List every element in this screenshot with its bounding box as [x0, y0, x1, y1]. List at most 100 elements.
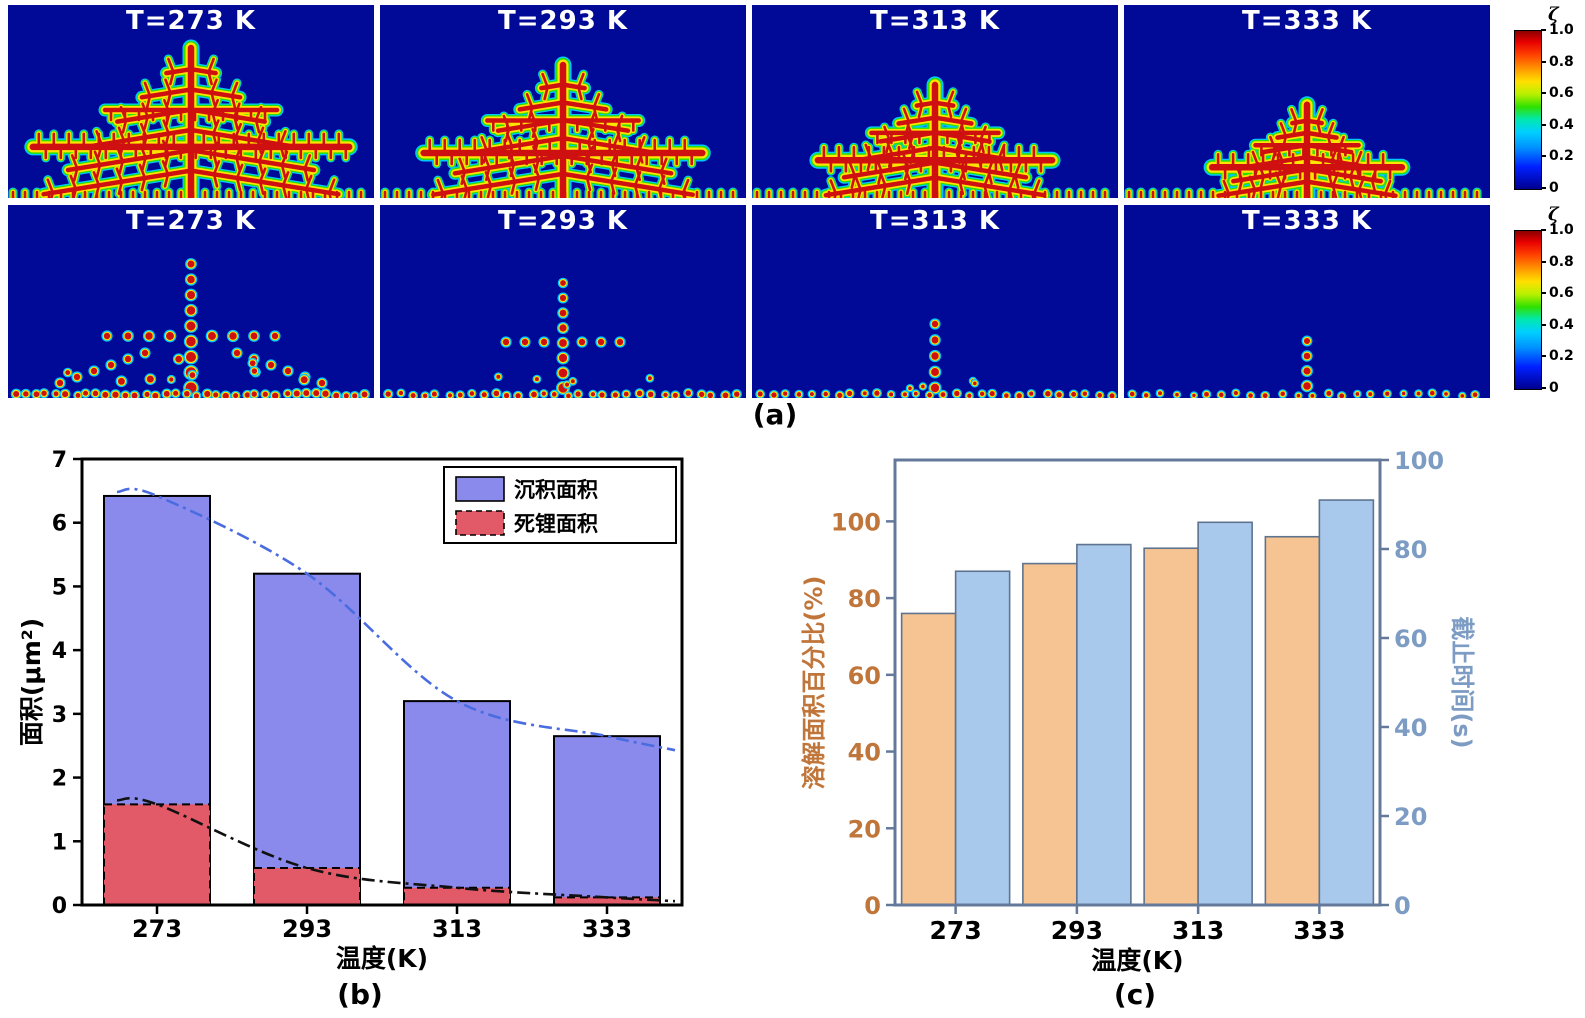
y-tick-label: 6 [52, 512, 67, 537]
dendrite-graphic [8, 5, 374, 198]
colorbar-tick: 0.4 [1541, 117, 1574, 133]
trend-line-series0 [116, 487, 676, 752]
legend-swatch [455, 510, 505, 536]
x-tick-label: 273 [132, 915, 182, 943]
x-tick-label: 333 [1293, 916, 1345, 945]
colorbar-tick: 0.8 [1541, 54, 1574, 70]
y-axis-title: 面积(μm²) [20, 618, 46, 746]
left-y-tick-label: 0 [864, 892, 881, 920]
legend-label: 死锂面积 [514, 512, 598, 536]
left-y-tick-label: 100 [831, 508, 881, 536]
colorbar-tick: 0.2 [1541, 148, 1574, 164]
x-tick-label: 273 [930, 916, 982, 945]
y-tick-label: 2 [52, 767, 67, 792]
right-y-tick-label: 20 [1394, 803, 1427, 831]
zeta-label: ζ [1548, 204, 1559, 225]
heatmap-title: T=333 K [1242, 206, 1372, 236]
colorbar-gradient [1514, 30, 1542, 190]
chart-c-series1-bar0 [954, 570, 1011, 906]
dendrite-graphic [380, 5, 746, 198]
x-tick-label: 293 [1051, 916, 1103, 945]
legend-swatch [455, 476, 505, 502]
colorbar-tick: 0.4 [1541, 317, 1574, 333]
y-tick-label: 3 [52, 703, 67, 728]
heatmap-dissolution-273: T=273 K [8, 205, 374, 398]
chart-c: 0 20 40 60 80 100 0 20 40 60 80 100 273 293 313 333 溶解面积… [800, 447, 1475, 975]
chart-c-series1-bar3 [1318, 499, 1375, 906]
trend-line-series1 [116, 796, 676, 903]
left-y-tick-label: 40 [848, 739, 881, 767]
right-y-tick-label: 80 [1394, 536, 1427, 564]
heatmap-dissolution-293: T=293 K [380, 205, 746, 398]
y-tick-label: 1 [52, 830, 67, 855]
chart-c-series1-bar1 [1076, 543, 1132, 906]
heatmap-deposition-333: T=333 K [1124, 5, 1490, 198]
left-y-axis-title: 溶解面积百分比(%) [800, 576, 828, 790]
right-y-axis-title: 截止时间(s) [1448, 616, 1475, 748]
x-axis-title: 温度(K) [1091, 946, 1183, 975]
y-tick-label: 5 [52, 575, 67, 600]
panel-b-label: (b) [337, 978, 383, 1011]
colorbar-gradient [1514, 230, 1542, 390]
x-tick-label: 293 [282, 915, 332, 943]
chart-c-series0-bar1 [1022, 562, 1078, 906]
x-tick-label: 333 [582, 915, 632, 943]
heatmap-dissolution-333: T=333 K [1124, 205, 1490, 398]
axis-frame [80, 457, 684, 907]
chart-c-series0-bar3 [1264, 535, 1321, 906]
heatmap-title: T=293 K [498, 206, 628, 236]
chart-b-series0-bar3 [553, 735, 661, 906]
heatmap-deposition-293: T=293 K [380, 5, 746, 198]
right-y-tick-label: 40 [1394, 714, 1427, 742]
colorbar-tick: 1.0 [1541, 222, 1574, 238]
chart-b-series1-bar1 [253, 867, 361, 906]
zeta-label: ζ [1548, 4, 1559, 25]
colorbar-tick: 0.6 [1541, 285, 1574, 301]
y-tick-label: 4 [52, 639, 67, 664]
colorbar-tick: 0 [1541, 180, 1559, 196]
colorbar-ticks: 1.0 0.8 0.6 0.4 0.2 0 [1541, 22, 1583, 196]
colorbar-tick: 0.6 [1541, 85, 1574, 101]
axis-frame [893, 458, 1382, 907]
heatmap-title: T=273 K [126, 6, 256, 36]
heatmap-title: T=313 K [870, 6, 1000, 36]
heatmap-title: T=273 K [126, 206, 256, 236]
heatmap-title: T=293 K [498, 6, 628, 36]
right-y-tick-label: 100 [1394, 447, 1444, 475]
y-tick-label: 7 [52, 448, 67, 473]
x-axis-title: 温度(K) [336, 944, 428, 973]
chart-b-series0-bar1 [253, 572, 361, 907]
heatmap-dissolution-313: T=313 K [752, 205, 1118, 398]
heatmap-deposition-313: T=313 K [752, 5, 1118, 198]
colorbar-row2: ζ 1.0 0.8 0.6 0.4 0.2 0 [1514, 204, 1584, 408]
left-y-tick-label: 60 [848, 662, 881, 690]
dendrite-graphic [752, 5, 1118, 198]
colorbar-tick: 0 [1541, 380, 1559, 396]
right-y-tick-label: 0 [1394, 892, 1411, 920]
chart-c-series1-bar2 [1197, 521, 1253, 906]
chart-b-series0-bar2 [403, 700, 511, 906]
x-tick-label: 313 [1172, 916, 1224, 945]
dead-lithium-graphic [380, 205, 746, 398]
heatmap-title: T=313 K [870, 206, 1000, 236]
chart-c-series0-bar2 [1143, 547, 1199, 906]
colorbar-ticks: 1.0 0.8 0.6 0.4 0.2 0 [1541, 222, 1583, 396]
panel-c-label: (c) [1113, 978, 1157, 1011]
heatmap-deposition-273: T=273 K [8, 5, 374, 198]
right-y-tick-label: 60 [1394, 625, 1427, 653]
chart-c-series0-bar0 [900, 612, 957, 906]
panel-a-label: (a) [752, 398, 798, 431]
legend-label: 沉积面积 [514, 478, 598, 502]
heatmap-title: T=333 K [1242, 6, 1372, 36]
dead-lithium-graphic [1124, 205, 1490, 398]
colorbar-tick: 0.2 [1541, 348, 1574, 364]
y-tick-label: 0 [52, 894, 67, 919]
dendrite-graphic [1124, 5, 1490, 198]
dead-lithium-graphic [8, 205, 374, 398]
colorbar-row1: ζ 1.0 0.8 0.6 0.4 0.2 0 [1514, 4, 1584, 208]
x-tick-label: 313 [432, 915, 482, 943]
left-y-tick-label: 20 [848, 815, 881, 843]
colorbar-tick: 0.8 [1541, 254, 1574, 270]
